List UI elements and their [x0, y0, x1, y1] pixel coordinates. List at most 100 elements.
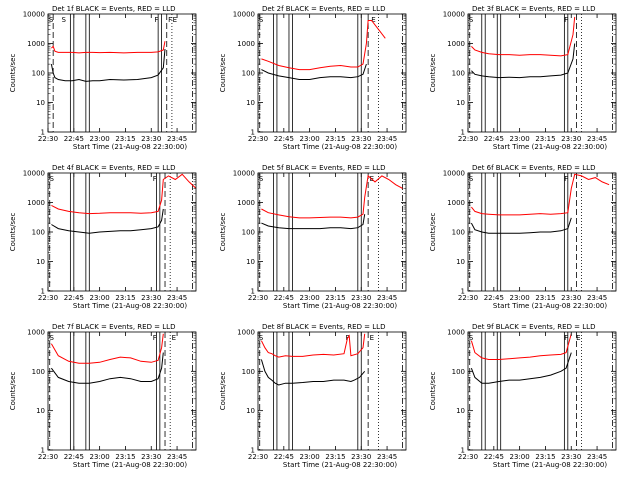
y-tick-label: 1 — [41, 129, 45, 137]
y-tick-label: 1 — [461, 288, 465, 296]
x-axis-label: Start Time (21-Aug-08 22:30:00) — [283, 143, 397, 151]
x-tick-label: 23:00 — [300, 453, 320, 461]
x-tick-label: 23:45 — [377, 453, 397, 461]
event-marker-label: S — [469, 16, 474, 24]
y-tick-label: 100 — [32, 229, 45, 237]
events-series-line — [51, 352, 164, 384]
y-tick-label: 100 — [452, 368, 465, 376]
x-tick-label: 23:30 — [351, 453, 371, 461]
y-tick-label: 10 — [246, 99, 255, 107]
lld-series-line — [261, 174, 403, 219]
x-tick-label: 22:45 — [274, 453, 294, 461]
x-tick-label: 23:15 — [325, 135, 345, 143]
x-tick-label: 23:45 — [587, 135, 607, 143]
y-tick-label: 100 — [242, 368, 255, 376]
chart-panel: Det 9f BLACK = Events, RED = LLD S F E 1 10 10… — [429, 323, 617, 469]
event-marker-label: F — [564, 16, 568, 24]
event-marker-label: S — [469, 175, 474, 183]
event-marker-label: S — [49, 175, 54, 183]
x-tick-label: 23:00 — [510, 294, 530, 302]
event-marker-label: F — [154, 16, 158, 24]
lld-series-line — [260, 333, 366, 358]
chart-title: Det 6f BLACK = Events, RED = LLD — [472, 164, 595, 172]
x-tick-label: 22:45 — [274, 135, 294, 143]
event-marker-label: F — [168, 16, 172, 24]
y-tick-label: 1000 — [27, 199, 45, 207]
x-axis-label: Start Time (21-Aug-08 22:30:00) — [493, 461, 607, 469]
events-series-line — [471, 43, 576, 79]
y-tick-label: 1000 — [237, 199, 255, 207]
y-tick-label: 10 — [456, 258, 465, 266]
chart-title: Det 5f BLACK = Events, RED = LLD — [262, 164, 385, 172]
y-tick-label: 1000 — [447, 329, 465, 337]
plot-frame — [257, 172, 407, 292]
x-tick-label: 22:45 — [484, 294, 504, 302]
event-marker-label: S — [259, 175, 264, 183]
plot-frame — [467, 13, 617, 133]
y-tick-label: 100 — [32, 70, 45, 78]
y-tick-label: 10000 — [443, 11, 465, 19]
y-tick-label: 1 — [41, 288, 45, 296]
x-tick-label: 23:45 — [377, 294, 397, 302]
x-axis-label: Start Time (21-Aug-08 22:30:00) — [283, 302, 397, 310]
x-tick-label: 22:45 — [484, 135, 504, 143]
plot-frame — [257, 331, 407, 451]
x-axis-label: Start Time (21-Aug-08 22:30:00) — [73, 461, 187, 469]
lld-series-line — [470, 333, 572, 360]
event-marker-label: F — [153, 175, 157, 183]
event-marker-label: E — [370, 334, 374, 342]
events-series-line — [50, 48, 166, 82]
y-tick-label: 10000 — [23, 170, 45, 178]
x-tick-label: 23:30 — [141, 294, 161, 302]
y-axis-label: Counts/sec — [9, 372, 17, 411]
y-tick-label: 1 — [461, 447, 465, 455]
y-tick-label: 1 — [461, 129, 465, 137]
y-tick-label: 1 — [251, 288, 255, 296]
x-tick-label: 23:15 — [115, 453, 135, 461]
y-tick-label: 10000 — [23, 11, 45, 19]
x-tick-label: 23:45 — [167, 453, 187, 461]
y-axis-label: Counts/sec — [9, 54, 17, 93]
event-marker-label: E — [172, 334, 176, 342]
y-tick-label: 10000 — [233, 11, 255, 19]
x-tick-label: 23:30 — [561, 135, 581, 143]
chart-panel: Det 2f BLACK = Events, RED = LLD S E 1 10 100… — [219, 5, 407, 151]
x-tick-label: 23:45 — [587, 453, 607, 461]
x-tick-label: 22:30 — [458, 135, 478, 143]
x-tick-label: 22:30 — [248, 135, 268, 143]
chart-panel: Det 4f BLACK = Events, RED = LLD S F 1 10 100… — [9, 164, 197, 310]
x-tick-label: 23:00 — [300, 294, 320, 302]
y-tick-label: 10000 — [233, 170, 255, 178]
chart-title: Det 4f BLACK = Events, RED = LLD — [52, 164, 175, 172]
x-tick-label: 22:30 — [38, 135, 58, 143]
x-tick-label: 22:30 — [458, 453, 478, 461]
chart-panel: Det 6f BLACK = Events, RED = LLD S F 1 10 100… — [429, 164, 617, 310]
x-tick-label: 23:15 — [325, 294, 345, 302]
y-tick-label: 1000 — [447, 40, 465, 48]
y-axis-label: Counts/sec — [429, 372, 437, 411]
events-series-line — [260, 359, 366, 386]
x-tick-label: 23:00 — [90, 453, 110, 461]
x-tick-label: 23:30 — [141, 135, 161, 143]
y-tick-label: 1000 — [237, 329, 255, 337]
y-tick-label: 1000 — [27, 40, 45, 48]
y-tick-label: 100 — [242, 229, 255, 237]
y-tick-label: 10 — [36, 99, 45, 107]
y-tick-label: 10 — [246, 407, 255, 415]
events-series-line — [51, 208, 164, 234]
y-axis-label: Counts/sec — [429, 54, 437, 93]
y-tick-label: 10000 — [443, 170, 465, 178]
x-tick-label: 23:00 — [300, 135, 320, 143]
event-marker-label: E — [173, 16, 177, 24]
x-tick-label: 22:30 — [458, 294, 478, 302]
x-tick-label: 23:15 — [535, 453, 555, 461]
y-tick-label: 10 — [456, 407, 465, 415]
x-tick-label: 23:00 — [90, 135, 110, 143]
y-tick-label: 1 — [251, 129, 255, 137]
x-tick-label: 23:30 — [141, 453, 161, 461]
chart-title: Det 3f BLACK = Events, RED = LLD — [472, 5, 595, 13]
event-marker-label: F — [564, 175, 568, 183]
x-axis-label: Start Time (21-Aug-08 22:30:00) — [493, 143, 607, 151]
